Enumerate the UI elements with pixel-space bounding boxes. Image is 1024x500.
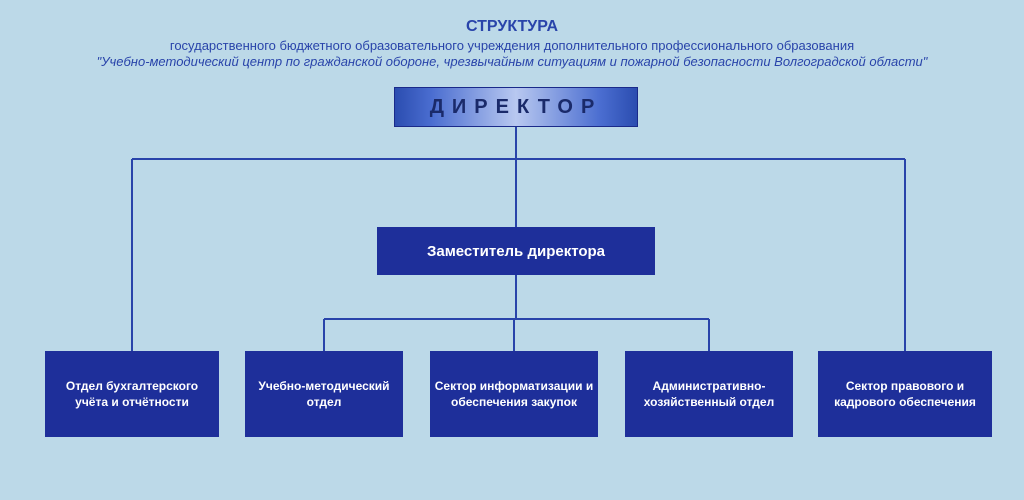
dept3-label: Сектор информатизации и обеспечения заку… — [434, 378, 594, 410]
node-director: ДИРЕКТОР — [394, 87, 638, 127]
node-deputy: Заместитель директора — [377, 227, 655, 275]
dept2-label: Учебно-методический отдел — [249, 378, 399, 410]
subtitle-line1: государственного бюджетного образователь… — [0, 38, 1024, 53]
director-label: ДИРЕКТОР — [430, 96, 603, 119]
org-chart: ДИРЕКТОР Заместитель директора Отдел бух… — [0, 69, 1024, 479]
header: СТРУКТУРА государственного бюджетного об… — [0, 0, 1024, 69]
deputy-label: Заместитель директора — [427, 243, 605, 260]
node-dept-legal-hr: Сектор правового и кадрового обеспечения — [818, 351, 992, 437]
node-dept-informatization: Сектор информатизации и обеспечения заку… — [430, 351, 598, 437]
dept1-label: Отдел бухгалтерского учёта и отчётности — [49, 378, 215, 410]
dept5-label: Сектор правового и кадрового обеспечения — [822, 378, 988, 410]
main-title: СТРУКТУРА — [0, 18, 1024, 36]
node-dept-methodical: Учебно-методический отдел — [245, 351, 403, 437]
subtitle-line2: "Учебно-методический центр по гражданско… — [0, 54, 1024, 69]
dept4-label: Административно-хозяйственный отдел — [629, 378, 789, 410]
node-dept-accounting: Отдел бухгалтерского учёта и отчётности — [45, 351, 219, 437]
node-dept-administrative: Административно-хозяйственный отдел — [625, 351, 793, 437]
